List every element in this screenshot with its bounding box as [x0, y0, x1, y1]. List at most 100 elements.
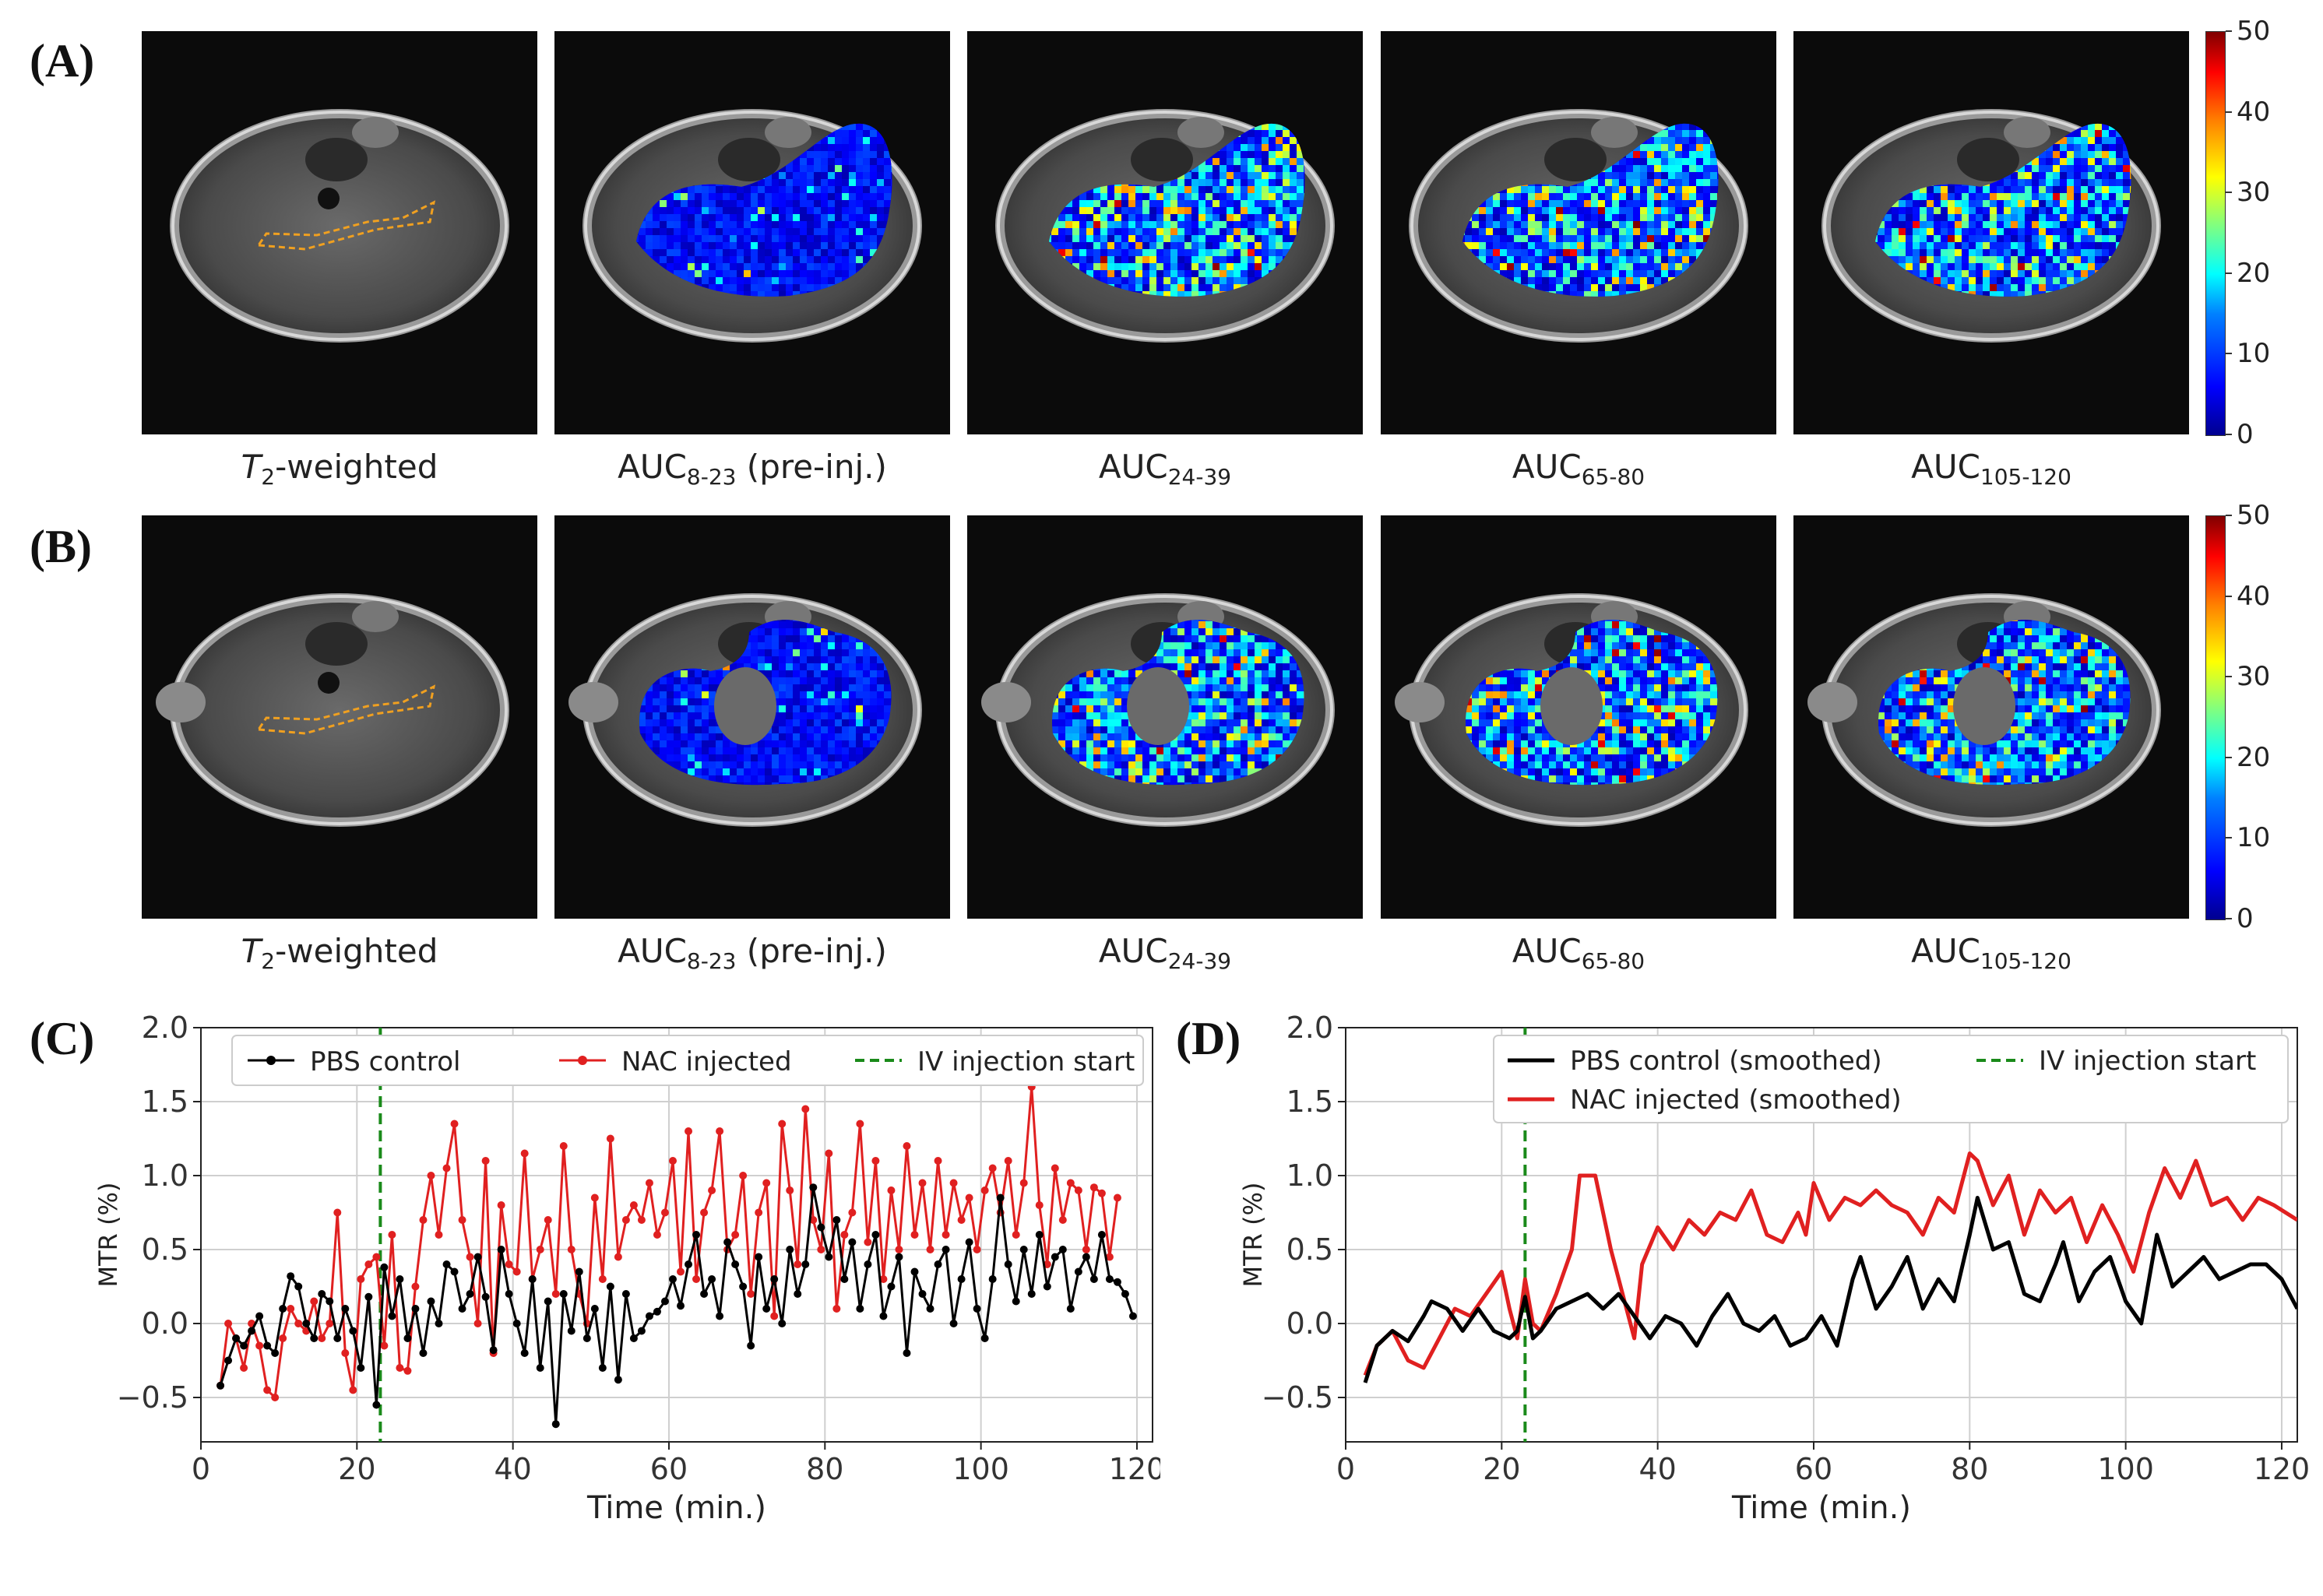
- x-tick-label: 120: [2254, 1452, 2311, 1486]
- data-point: [1097, 1231, 1106, 1239]
- x-tick-label: 80: [1951, 1452, 1988, 1486]
- data-point: [660, 1208, 669, 1217]
- colorbar-tick-label: 30: [2237, 177, 2271, 209]
- colorbar-tick-label: 0: [2237, 419, 2254, 450]
- data-point: [926, 1246, 934, 1253]
- mri-panel-a-5: [1793, 31, 2189, 434]
- x-tick-label: 0: [192, 1452, 210, 1486]
- data-point: [848, 1238, 857, 1246]
- data-point: [996, 1193, 1005, 1202]
- data-point: [255, 1341, 264, 1350]
- data-point: [333, 1334, 342, 1342]
- data-point: [677, 1302, 685, 1310]
- image-caption-a-4: AUC65-80: [1512, 448, 1645, 490]
- legend-box: [231, 1035, 1144, 1086]
- colorbar-tick-label: 30: [2237, 661, 2271, 693]
- x-axis-label: Time (min.): [1731, 1490, 1911, 1526]
- colorbar-tick-mark: [2226, 434, 2232, 435]
- data-point: [1066, 1305, 1075, 1313]
- data-point: [786, 1246, 794, 1253]
- data-point: [318, 1290, 326, 1298]
- data-point: [723, 1238, 732, 1246]
- data-point: [590, 1193, 599, 1202]
- data-point: [949, 1179, 958, 1187]
- data-point: [965, 1193, 973, 1202]
- data-point: [248, 1327, 256, 1335]
- plot-frame: [200, 1027, 1153, 1443]
- data-point: [825, 1149, 833, 1158]
- colorbar-tick-label: 50: [2237, 16, 2271, 47]
- y-tick-label: 0.0: [1286, 1306, 1333, 1341]
- data-point: [887, 1282, 896, 1291]
- colorbar-b: [2205, 515, 2226, 920]
- mri-panel-b-2: [554, 515, 950, 919]
- data-point: [520, 1149, 529, 1158]
- x-tick-label: 20: [338, 1452, 375, 1486]
- y-tick-label: 0.5: [1286, 1232, 1333, 1267]
- data-point: [871, 1157, 880, 1165]
- data-point: [918, 1290, 927, 1298]
- data-point: [318, 1334, 326, 1342]
- data-point: [973, 1305, 981, 1313]
- colorbar-tick-label: 0: [2237, 903, 2254, 934]
- x-tick-label: 100: [2097, 1452, 2154, 1486]
- data-point: [411, 1282, 420, 1291]
- data-point: [302, 1320, 311, 1327]
- mri-panel-a-4: [1381, 31, 1776, 434]
- data-point: [287, 1272, 295, 1281]
- data-point: [372, 1253, 381, 1261]
- legend-marker: [266, 1056, 276, 1065]
- data-point: [388, 1312, 396, 1320]
- data-point: [271, 1349, 280, 1357]
- data-point: [614, 1376, 622, 1384]
- data-point: [364, 1260, 373, 1268]
- data-point: [1051, 1164, 1059, 1172]
- data-point: [895, 1246, 903, 1253]
- series-line-pbs-control-smoothed-: [1363, 1196, 2297, 1383]
- x-tick-label: 40: [1638, 1452, 1676, 1486]
- data-point: [794, 1290, 802, 1298]
- data-point: [910, 1267, 919, 1276]
- data-point: [949, 1320, 958, 1327]
- data-point: [778, 1320, 787, 1327]
- y-tick-label: 0.5: [142, 1232, 188, 1267]
- data-point: [988, 1275, 997, 1283]
- data-point: [965, 1238, 973, 1246]
- data-point: [700, 1290, 709, 1298]
- data-point: [832, 1216, 841, 1224]
- data-point: [637, 1327, 646, 1335]
- colorbar-tick-mark: [2226, 515, 2232, 516]
- data-point: [224, 1320, 233, 1327]
- y-tick-label: 1.0: [142, 1158, 188, 1193]
- panel-label-d: (D): [1176, 1013, 1241, 1064]
- data-point: [1097, 1189, 1106, 1197]
- mri-panel-b-5: [1793, 515, 2189, 919]
- data-point: [606, 1282, 614, 1291]
- image-caption-b-2: AUC8-23 (pre-inj.): [618, 932, 887, 974]
- data-point: [848, 1208, 857, 1217]
- data-point: [528, 1275, 537, 1283]
- y-tick-label: −0.5: [1262, 1380, 1333, 1415]
- data-point: [1019, 1246, 1028, 1253]
- y-axis-label: MTR (%): [93, 1183, 123, 1288]
- data-point: [341, 1305, 350, 1313]
- data-point: [801, 1105, 810, 1113]
- data-point: [778, 1120, 787, 1128]
- data-point: [887, 1186, 896, 1194]
- data-point: [653, 1307, 661, 1316]
- data-point: [224, 1356, 233, 1365]
- colorbar-tick-label: 50: [2237, 500, 2271, 531]
- data-point: [427, 1297, 435, 1306]
- data-point: [536, 1364, 544, 1372]
- data-point: [832, 1305, 841, 1313]
- data-point: [1019, 1179, 1028, 1187]
- data-point: [341, 1349, 350, 1357]
- data-point: [349, 1327, 357, 1335]
- data-point: [380, 1263, 389, 1271]
- colorbar-tick-label: 20: [2237, 741, 2271, 773]
- mri-panel-b-4: [1381, 515, 1776, 919]
- data-point: [1051, 1253, 1059, 1261]
- data-point: [419, 1349, 428, 1357]
- data-point: [505, 1260, 513, 1268]
- series-line-pbs-control: [219, 1186, 1135, 1426]
